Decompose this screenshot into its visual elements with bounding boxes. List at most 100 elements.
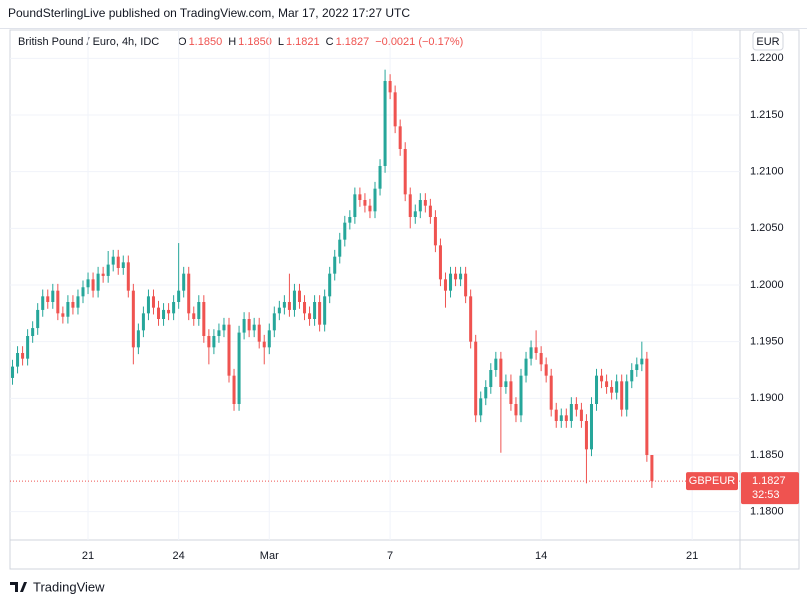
publisher: PoundSterlingLive published on TradingVi…: [8, 6, 410, 20]
candle-body: [433, 217, 437, 246]
candle-body: [589, 404, 593, 450]
logo: [10, 582, 27, 592]
candle-body: [277, 307, 281, 314]
candle-body: [600, 375, 604, 382]
separator: [0, 28, 807, 29]
y-tick-label: 1.2100: [750, 166, 784, 178]
legend-value: 1.1850: [238, 36, 272, 48]
candle-body: [292, 290, 296, 310]
candle-body: [303, 302, 307, 314]
candle-body: [438, 245, 442, 280]
candle-body: [328, 273, 332, 297]
candle-body: [569, 404, 573, 421]
candle-body: [479, 398, 483, 416]
candle-body: [449, 273, 453, 291]
candle-body: [388, 81, 392, 93]
candle-body: [610, 387, 614, 393]
candle-body: [464, 273, 468, 297]
price-tag: [741, 472, 799, 505]
candle-body: [574, 404, 578, 410]
candle-body: [237, 332, 241, 404]
y-tick-label: 1.2000: [750, 279, 784, 291]
x-tick-label: 7: [387, 550, 393, 562]
candle-body: [459, 273, 463, 280]
x-tick-label: 21: [686, 550, 698, 562]
legend-value: 1.1821: [286, 36, 320, 48]
candle-body: [469, 296, 473, 342]
candle-body: [121, 262, 125, 268]
candle-body: [131, 290, 135, 348]
candle-body: [383, 81, 387, 166]
candle-body: [247, 319, 251, 331]
legend-key: L: [278, 36, 284, 48]
candle-body: [157, 307, 161, 319]
candle-body: [287, 302, 291, 310]
candle-body: [56, 290, 60, 314]
candle-body: [76, 296, 80, 308]
candle-body: [106, 264, 110, 276]
candle-body: [544, 364, 548, 376]
candle-body: [484, 387, 488, 399]
candle-body: [539, 353, 543, 365]
candle-body: [363, 200, 367, 206]
legend-key: H: [228, 36, 236, 48]
currency-button[interactable]: [752, 31, 784, 51]
candle-body: [353, 194, 357, 217]
candle-body: [529, 347, 533, 359]
candle-body: [630, 370, 634, 382]
candle-body: [378, 166, 382, 189]
candle-body: [51, 290, 55, 302]
candle-body: [645, 358, 649, 455]
candle-body: [172, 302, 176, 314]
candle-body: [192, 313, 196, 319]
candle-body: [26, 336, 30, 359]
candle-body: [96, 273, 100, 291]
y-tick-label: 1.1900: [750, 392, 784, 404]
candle-body: [31, 328, 35, 336]
candle-body: [66, 302, 70, 317]
candle-body: [554, 409, 558, 421]
candle-body: [605, 381, 609, 387]
x-tick-label: Mar: [260, 550, 279, 562]
candle-body: [36, 309, 40, 329]
y-tick-label: 1.1850: [750, 449, 784, 461]
candle-body: [207, 336, 211, 348]
candle-body: [368, 205, 372, 212]
candle-body: [252, 324, 256, 331]
candle-body: [564, 415, 568, 421]
y-tick-label: 1.1800: [750, 506, 784, 518]
candle-body: [398, 126, 402, 149]
legend-value: 1.1850: [189, 36, 223, 48]
y-tick-label: 1.2200: [750, 52, 784, 64]
candle-body: [11, 366, 15, 378]
candle-body: [408, 194, 412, 217]
x-tick-label: 24: [173, 550, 185, 562]
candle-body: [323, 296, 327, 325]
candle-body: [615, 381, 619, 393]
candle-body: [71, 302, 75, 308]
candle-body: [162, 309, 166, 319]
candle-body: [494, 358, 498, 370]
candle-body: [257, 324, 261, 342]
candle-body: [504, 381, 508, 387]
candle-body: [418, 200, 422, 212]
candle-body: [297, 290, 301, 302]
candle-body: [81, 287, 85, 297]
candle-body: [267, 330, 271, 348]
candle-body: [86, 279, 90, 288]
candle-body: [146, 296, 150, 314]
candle-body: [91, 279, 95, 291]
candle-body: [519, 375, 523, 416]
candle-body: [358, 194, 362, 200]
candle-body: [16, 353, 20, 367]
candle-body: [202, 302, 206, 336]
candle-body: [141, 313, 145, 331]
candle-body: [584, 421, 588, 450]
x-tick-label: 21: [82, 550, 94, 562]
candle-body: [499, 358, 503, 387]
candle-body: [308, 313, 312, 319]
chart-frame: [9, 29, 800, 570]
candle-body: [373, 188, 377, 212]
candle-body: [343, 222, 347, 240]
